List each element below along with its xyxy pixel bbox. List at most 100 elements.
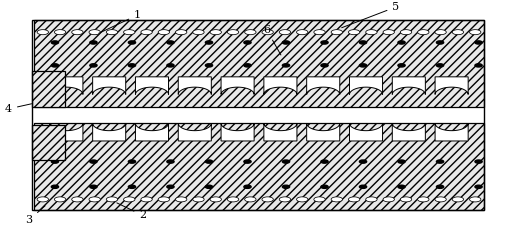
Circle shape	[282, 41, 290, 44]
Circle shape	[71, 30, 83, 35]
Circle shape	[89, 197, 100, 202]
Circle shape	[244, 30, 256, 35]
Circle shape	[167, 160, 174, 163]
Bar	[32, 71, 65, 107]
Circle shape	[359, 160, 367, 163]
Circle shape	[244, 64, 251, 67]
Circle shape	[106, 30, 118, 35]
Circle shape	[437, 160, 443, 163]
Circle shape	[227, 197, 239, 202]
Circle shape	[90, 185, 97, 188]
Circle shape	[437, 185, 443, 188]
Circle shape	[89, 30, 100, 35]
Circle shape	[349, 197, 360, 202]
Polygon shape	[264, 77, 297, 94]
Circle shape	[158, 30, 169, 35]
Circle shape	[71, 197, 83, 202]
Text: 1: 1	[99, 10, 141, 33]
Circle shape	[469, 197, 481, 202]
Polygon shape	[435, 77, 468, 94]
Circle shape	[437, 41, 443, 44]
Circle shape	[124, 30, 135, 35]
Circle shape	[282, 185, 290, 188]
Circle shape	[54, 197, 66, 202]
Circle shape	[398, 185, 405, 188]
Bar	[34, 123, 484, 210]
Text: 5: 5	[342, 2, 399, 28]
Circle shape	[262, 197, 274, 202]
Circle shape	[398, 41, 405, 44]
Circle shape	[244, 197, 256, 202]
Circle shape	[475, 185, 482, 188]
Circle shape	[398, 64, 405, 67]
Circle shape	[141, 197, 152, 202]
Polygon shape	[350, 123, 383, 141]
Circle shape	[51, 160, 59, 163]
Circle shape	[193, 197, 204, 202]
Circle shape	[437, 64, 443, 67]
Polygon shape	[392, 77, 425, 94]
Polygon shape	[435, 123, 468, 141]
Circle shape	[128, 64, 136, 67]
Circle shape	[193, 30, 204, 35]
Circle shape	[244, 160, 251, 163]
Polygon shape	[350, 77, 383, 94]
Circle shape	[106, 197, 118, 202]
Circle shape	[205, 185, 212, 188]
Circle shape	[54, 30, 66, 35]
Circle shape	[282, 160, 290, 163]
Circle shape	[469, 30, 481, 35]
Polygon shape	[392, 123, 425, 141]
Circle shape	[383, 197, 394, 202]
Circle shape	[359, 41, 367, 44]
Circle shape	[158, 197, 169, 202]
Circle shape	[314, 197, 325, 202]
Circle shape	[321, 64, 328, 67]
Circle shape	[210, 30, 221, 35]
Polygon shape	[93, 123, 126, 141]
Polygon shape	[93, 77, 126, 94]
Polygon shape	[221, 77, 254, 94]
Circle shape	[205, 64, 212, 67]
Circle shape	[124, 197, 135, 202]
Circle shape	[37, 30, 49, 35]
Text: 2: 2	[117, 203, 146, 220]
Circle shape	[359, 64, 367, 67]
Circle shape	[359, 185, 367, 188]
Circle shape	[227, 30, 239, 35]
Circle shape	[282, 64, 290, 67]
Circle shape	[90, 160, 97, 163]
Polygon shape	[307, 123, 340, 141]
Circle shape	[452, 30, 464, 35]
Text: 3: 3	[25, 206, 45, 225]
Circle shape	[435, 30, 447, 35]
Circle shape	[297, 197, 308, 202]
Polygon shape	[50, 123, 83, 141]
Circle shape	[452, 197, 464, 202]
Circle shape	[366, 197, 377, 202]
Polygon shape	[135, 77, 168, 94]
Polygon shape	[307, 77, 340, 94]
Polygon shape	[178, 123, 211, 141]
Circle shape	[90, 41, 97, 44]
Circle shape	[435, 197, 447, 202]
Circle shape	[383, 30, 394, 35]
Circle shape	[418, 197, 429, 202]
Circle shape	[400, 197, 412, 202]
Circle shape	[475, 160, 482, 163]
Polygon shape	[50, 77, 83, 94]
Circle shape	[314, 30, 325, 35]
Circle shape	[141, 30, 152, 35]
Circle shape	[167, 185, 174, 188]
Polygon shape	[221, 123, 254, 141]
Circle shape	[331, 30, 342, 35]
Bar	[32, 20, 484, 210]
Circle shape	[400, 30, 412, 35]
Circle shape	[349, 30, 360, 35]
Circle shape	[51, 41, 59, 44]
Circle shape	[51, 185, 59, 188]
Circle shape	[176, 197, 187, 202]
Circle shape	[321, 41, 328, 44]
Circle shape	[37, 197, 49, 202]
Circle shape	[205, 160, 212, 163]
